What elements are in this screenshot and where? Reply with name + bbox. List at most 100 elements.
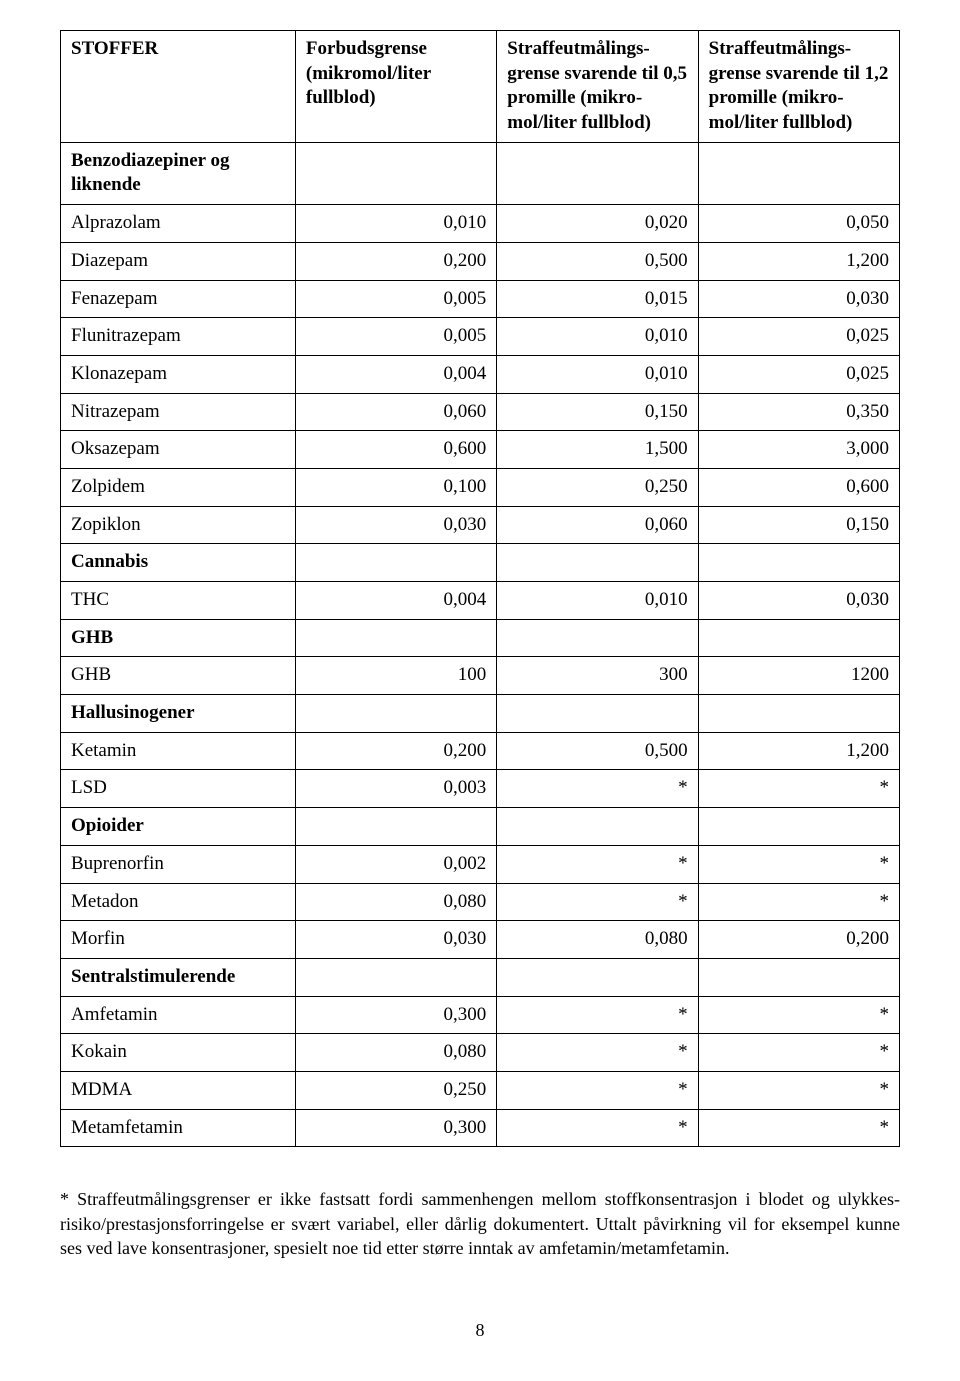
- value-cell: 1,200: [698, 732, 899, 770]
- substances-table: STOFFER Forbudsgrense (mikromol/liter fu…: [60, 30, 900, 1147]
- value-cell: 100: [295, 657, 496, 695]
- value-cell: 300: [497, 657, 698, 695]
- value-cell: *: [698, 883, 899, 921]
- substance-name: Zopiklon: [61, 506, 296, 544]
- value-cell: 0,200: [295, 242, 496, 280]
- value-cell: 0,030: [295, 506, 496, 544]
- substance-name: Ketamin: [61, 732, 296, 770]
- empty-cell: [295, 695, 496, 733]
- section-title: Sentralstimulerende: [61, 958, 296, 996]
- table-row: Fenazepam0,0050,0150,030: [61, 280, 900, 318]
- substance-name: Fenazepam: [61, 280, 296, 318]
- value-cell: 0,005: [295, 318, 496, 356]
- value-cell: 0,300: [295, 1109, 496, 1147]
- table-head: STOFFER Forbudsgrense (mikromol/liter fu…: [61, 31, 900, 143]
- substance-name: GHB: [61, 657, 296, 695]
- empty-cell: [497, 544, 698, 582]
- value-cell: *: [497, 1109, 698, 1147]
- value-cell: *: [698, 996, 899, 1034]
- value-cell: 0,004: [295, 582, 496, 620]
- footnote: * Straffeutmålingsgrenser er ikke fastsa…: [60, 1187, 900, 1260]
- value-cell: *: [497, 770, 698, 808]
- section-title: Cannabis: [61, 544, 296, 582]
- value-cell: *: [698, 845, 899, 883]
- section-title: GHB: [61, 619, 296, 657]
- empty-cell: [295, 544, 496, 582]
- empty-cell: [497, 619, 698, 657]
- value-cell: *: [698, 1034, 899, 1072]
- table-row: Zopiklon0,0300,0600,150: [61, 506, 900, 544]
- table-row: Nitrazepam0,0600,1500,350: [61, 393, 900, 431]
- substance-name: Kokain: [61, 1034, 296, 1072]
- empty-cell: [295, 619, 496, 657]
- value-cell: *: [497, 845, 698, 883]
- value-cell: 0,010: [497, 355, 698, 393]
- section-row: Opioider: [61, 808, 900, 846]
- empty-cell: [497, 142, 698, 204]
- table-row: Metadon0,080**: [61, 883, 900, 921]
- substance-name: Klonazepam: [61, 355, 296, 393]
- substance-name: Morfin: [61, 921, 296, 959]
- value-cell: 1,500: [497, 431, 698, 469]
- empty-cell: [698, 808, 899, 846]
- section-row: GHB: [61, 619, 900, 657]
- value-cell: 0,080: [295, 883, 496, 921]
- table-row: Metamfetamin0,300**: [61, 1109, 900, 1147]
- empty-cell: [497, 808, 698, 846]
- value-cell: *: [698, 1071, 899, 1109]
- value-cell: 0,010: [497, 582, 698, 620]
- substance-name: Nitrazepam: [61, 393, 296, 431]
- value-cell: 0,200: [698, 921, 899, 959]
- empty-cell: [497, 695, 698, 733]
- value-cell: 0,025: [698, 318, 899, 356]
- value-cell: 0,500: [497, 242, 698, 280]
- substance-name: Flunitrazepam: [61, 318, 296, 356]
- value-cell: 0,060: [497, 506, 698, 544]
- section-row: Hallusinogener: [61, 695, 900, 733]
- table-row: Ketamin0,2000,5001,200: [61, 732, 900, 770]
- empty-cell: [698, 142, 899, 204]
- page-number: 8: [60, 1320, 900, 1341]
- value-cell: 0,050: [698, 205, 899, 243]
- substance-name: Diazepam: [61, 242, 296, 280]
- value-cell: 0,015: [497, 280, 698, 318]
- empty-cell: [295, 808, 496, 846]
- section-title: Benzodiazepiner og liknende: [61, 142, 296, 204]
- value-cell: 3,000: [698, 431, 899, 469]
- value-cell: 0,250: [497, 468, 698, 506]
- value-cell: 0,350: [698, 393, 899, 431]
- column-header-stoffer: STOFFER: [61, 31, 296, 143]
- section-title: Opioider: [61, 808, 296, 846]
- empty-cell: [698, 544, 899, 582]
- value-cell: 0,010: [497, 318, 698, 356]
- value-cell: 0,025: [698, 355, 899, 393]
- table-row: Zolpidem0,1000,2500,600: [61, 468, 900, 506]
- column-header-12-promille: Straffeutmålings-grense svarende til 1,2…: [698, 31, 899, 143]
- value-cell: 0,010: [295, 205, 496, 243]
- section-title: Hallusinogener: [61, 695, 296, 733]
- substance-name: Metadon: [61, 883, 296, 921]
- value-cell: 0,030: [295, 921, 496, 959]
- value-cell: *: [497, 996, 698, 1034]
- table-row: THC0,0040,0100,030: [61, 582, 900, 620]
- table-row: Buprenorfin0,002**: [61, 845, 900, 883]
- value-cell: 0,250: [295, 1071, 496, 1109]
- substance-name: Amfetamin: [61, 996, 296, 1034]
- substance-name: Oksazepam: [61, 431, 296, 469]
- value-cell: 0,600: [295, 431, 496, 469]
- value-cell: 0,004: [295, 355, 496, 393]
- section-row: Sentralstimulerende: [61, 958, 900, 996]
- document-page: STOFFER Forbudsgrense (mikromol/liter fu…: [0, 0, 960, 1381]
- value-cell: 0,080: [295, 1034, 496, 1072]
- value-cell: 0,030: [698, 280, 899, 318]
- value-cell: 0,020: [497, 205, 698, 243]
- substance-name: THC: [61, 582, 296, 620]
- value-cell: 0,003: [295, 770, 496, 808]
- empty-cell: [295, 958, 496, 996]
- substance-name: LSD: [61, 770, 296, 808]
- value-cell: 0,600: [698, 468, 899, 506]
- empty-cell: [295, 142, 496, 204]
- empty-cell: [698, 619, 899, 657]
- substance-name: Metamfetamin: [61, 1109, 296, 1147]
- table-row: Kokain0,080**: [61, 1034, 900, 1072]
